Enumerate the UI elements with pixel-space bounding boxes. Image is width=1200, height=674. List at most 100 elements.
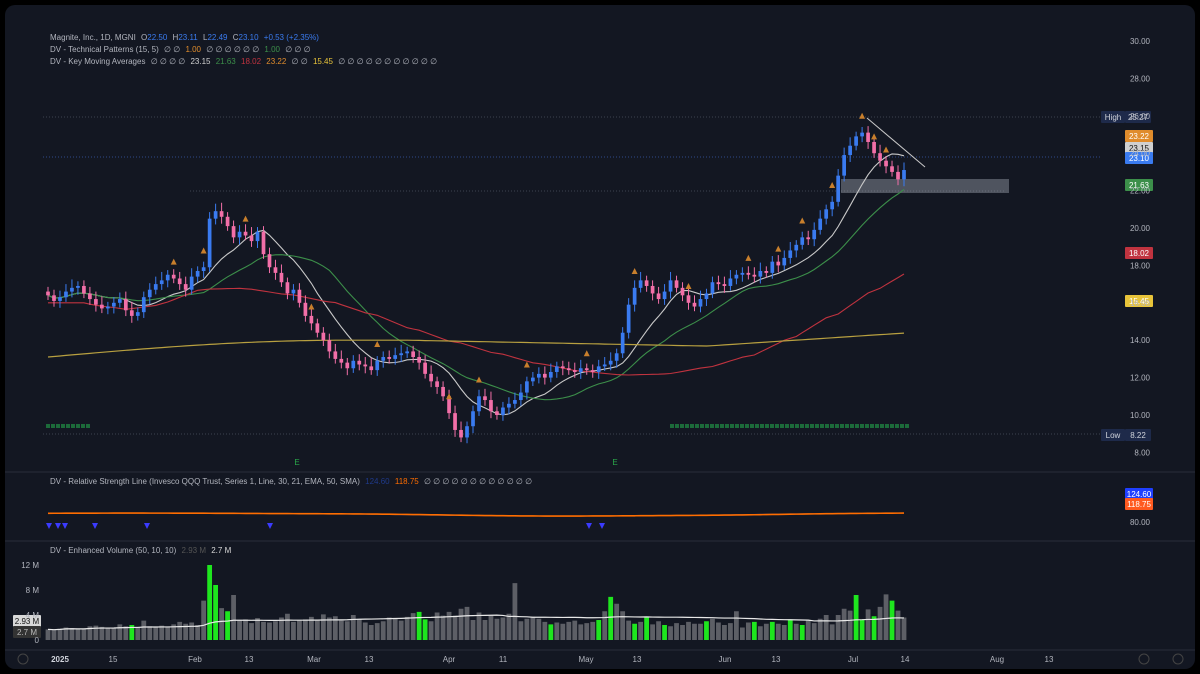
candle-body[interactable] bbox=[249, 235, 254, 242]
candle-body[interactable] bbox=[842, 155, 846, 176]
volume-bar[interactable] bbox=[859, 619, 865, 640]
volume-bar[interactable] bbox=[291, 621, 296, 640]
volume-bar[interactable] bbox=[177, 621, 183, 640]
volume-bar[interactable] bbox=[554, 622, 560, 641]
candle-body[interactable] bbox=[698, 299, 703, 307]
candle-body[interactable] bbox=[542, 373, 547, 378]
candle-body[interactable] bbox=[489, 400, 493, 412]
candle-body[interactable] bbox=[267, 254, 272, 268]
candle-body[interactable] bbox=[536, 373, 541, 378]
candle-body[interactable] bbox=[363, 364, 368, 367]
candle-body[interactable] bbox=[818, 218, 823, 230]
candle-body[interactable] bbox=[614, 353, 619, 361]
volume-bar[interactable] bbox=[231, 595, 236, 640]
candle-body[interactable] bbox=[764, 271, 769, 273]
candle-body[interactable] bbox=[171, 274, 176, 279]
candle-body[interactable] bbox=[602, 364, 607, 367]
candle-body[interactable] bbox=[94, 299, 98, 305]
volume-bar[interactable] bbox=[500, 617, 506, 641]
volume-bar[interactable] bbox=[285, 613, 290, 640]
candle-body[interactable] bbox=[405, 351, 410, 354]
volume-bar[interactable] bbox=[470, 620, 476, 640]
volume-bar[interactable] bbox=[141, 620, 147, 640]
candle-body[interactable] bbox=[465, 426, 469, 438]
volume-bar[interactable] bbox=[261, 621, 266, 640]
candle-body[interactable] bbox=[375, 360, 380, 371]
volume-bar[interactable] bbox=[805, 620, 811, 640]
zoom-icon[interactable] bbox=[17, 653, 29, 665]
candle-body[interactable] bbox=[902, 170, 906, 180]
volume-bar[interactable] bbox=[45, 629, 51, 640]
candle-body[interactable] bbox=[237, 231, 242, 238]
volume-bar[interactable] bbox=[267, 622, 272, 641]
candle-body[interactable] bbox=[357, 360, 362, 365]
candle-body[interactable] bbox=[147, 289, 152, 298]
volume-bar[interactable] bbox=[889, 600, 895, 640]
volume-bar[interactable] bbox=[189, 622, 195, 641]
volume-bar[interactable] bbox=[620, 611, 626, 640]
candle-body[interactable] bbox=[52, 295, 56, 301]
volume-bar[interactable] bbox=[123, 626, 129, 640]
volume-bar[interactable] bbox=[602, 611, 608, 640]
volume-bar[interactable] bbox=[171, 624, 177, 640]
volume-bar[interactable] bbox=[374, 623, 380, 640]
volume-bar[interactable] bbox=[548, 624, 554, 640]
volume-bar[interactable] bbox=[644, 616, 649, 640]
candle-body[interactable] bbox=[387, 357, 392, 359]
volume-bar[interactable] bbox=[350, 615, 356, 640]
candle-body[interactable] bbox=[111, 302, 116, 307]
volume-bar[interactable] bbox=[853, 595, 859, 640]
volume-bar[interactable] bbox=[692, 623, 697, 640]
volume-bar[interactable] bbox=[566, 621, 572, 640]
volume-bar[interactable] bbox=[578, 624, 584, 640]
volume-bar[interactable] bbox=[871, 616, 877, 640]
volume-bar[interactable] bbox=[638, 621, 644, 640]
volume-bar[interactable] bbox=[452, 615, 458, 640]
candle-body[interactable] bbox=[716, 282, 721, 285]
candle-body[interactable] bbox=[626, 304, 631, 333]
volume-bar[interactable] bbox=[338, 620, 344, 640]
candle-body[interactable] bbox=[896, 171, 900, 180]
volume-bar[interactable] bbox=[518, 621, 524, 640]
candle-body[interactable] bbox=[159, 280, 164, 285]
volume-bar[interactable] bbox=[249, 623, 254, 640]
volume-bar[interactable] bbox=[739, 627, 745, 641]
candle-body[interactable] bbox=[213, 211, 218, 219]
volume-bar[interactable] bbox=[506, 613, 512, 640]
candle-body[interactable] bbox=[668, 280, 673, 292]
candle-body[interactable] bbox=[878, 153, 882, 161]
candle-body[interactable] bbox=[483, 396, 487, 401]
candle-body[interactable] bbox=[195, 271, 200, 277]
volume-bar[interactable] bbox=[488, 615, 494, 640]
candle-body[interactable] bbox=[459, 429, 463, 438]
volume-bar[interactable] bbox=[416, 611, 422, 640]
candle-body[interactable] bbox=[225, 216, 230, 227]
volume-bar[interactable] bbox=[632, 623, 638, 640]
volume-bar[interactable] bbox=[213, 585, 219, 640]
candle-body[interactable] bbox=[596, 366, 601, 372]
volume-bar[interactable] bbox=[841, 608, 847, 640]
candle-body[interactable] bbox=[590, 370, 595, 372]
candle-body[interactable] bbox=[135, 312, 140, 316]
candle-body[interactable] bbox=[70, 287, 74, 292]
candle-body[interactable] bbox=[243, 231, 248, 236]
volume-bar[interactable] bbox=[404, 616, 410, 640]
candle-body[interactable] bbox=[548, 371, 553, 378]
candle-body[interactable] bbox=[129, 310, 134, 316]
candle-body[interactable] bbox=[836, 175, 841, 202]
volume-bar[interactable] bbox=[219, 608, 224, 640]
candle-body[interactable] bbox=[123, 299, 128, 311]
candle-body[interactable] bbox=[884, 160, 888, 167]
candle-body[interactable] bbox=[656, 293, 661, 300]
candle-body[interactable] bbox=[333, 351, 338, 359]
volume-bar[interactable] bbox=[446, 611, 452, 640]
candle-body[interactable] bbox=[638, 280, 643, 288]
candle-body[interactable] bbox=[812, 229, 817, 240]
candle-body[interactable] bbox=[141, 297, 146, 313]
candle-body[interactable] bbox=[339, 358, 344, 363]
candle-body[interactable] bbox=[369, 366, 374, 371]
volume-bar[interactable] bbox=[847, 610, 853, 640]
candle-body[interactable] bbox=[453, 413, 457, 430]
candle-body[interactable] bbox=[219, 211, 224, 217]
volume-bar[interactable] bbox=[344, 621, 350, 640]
